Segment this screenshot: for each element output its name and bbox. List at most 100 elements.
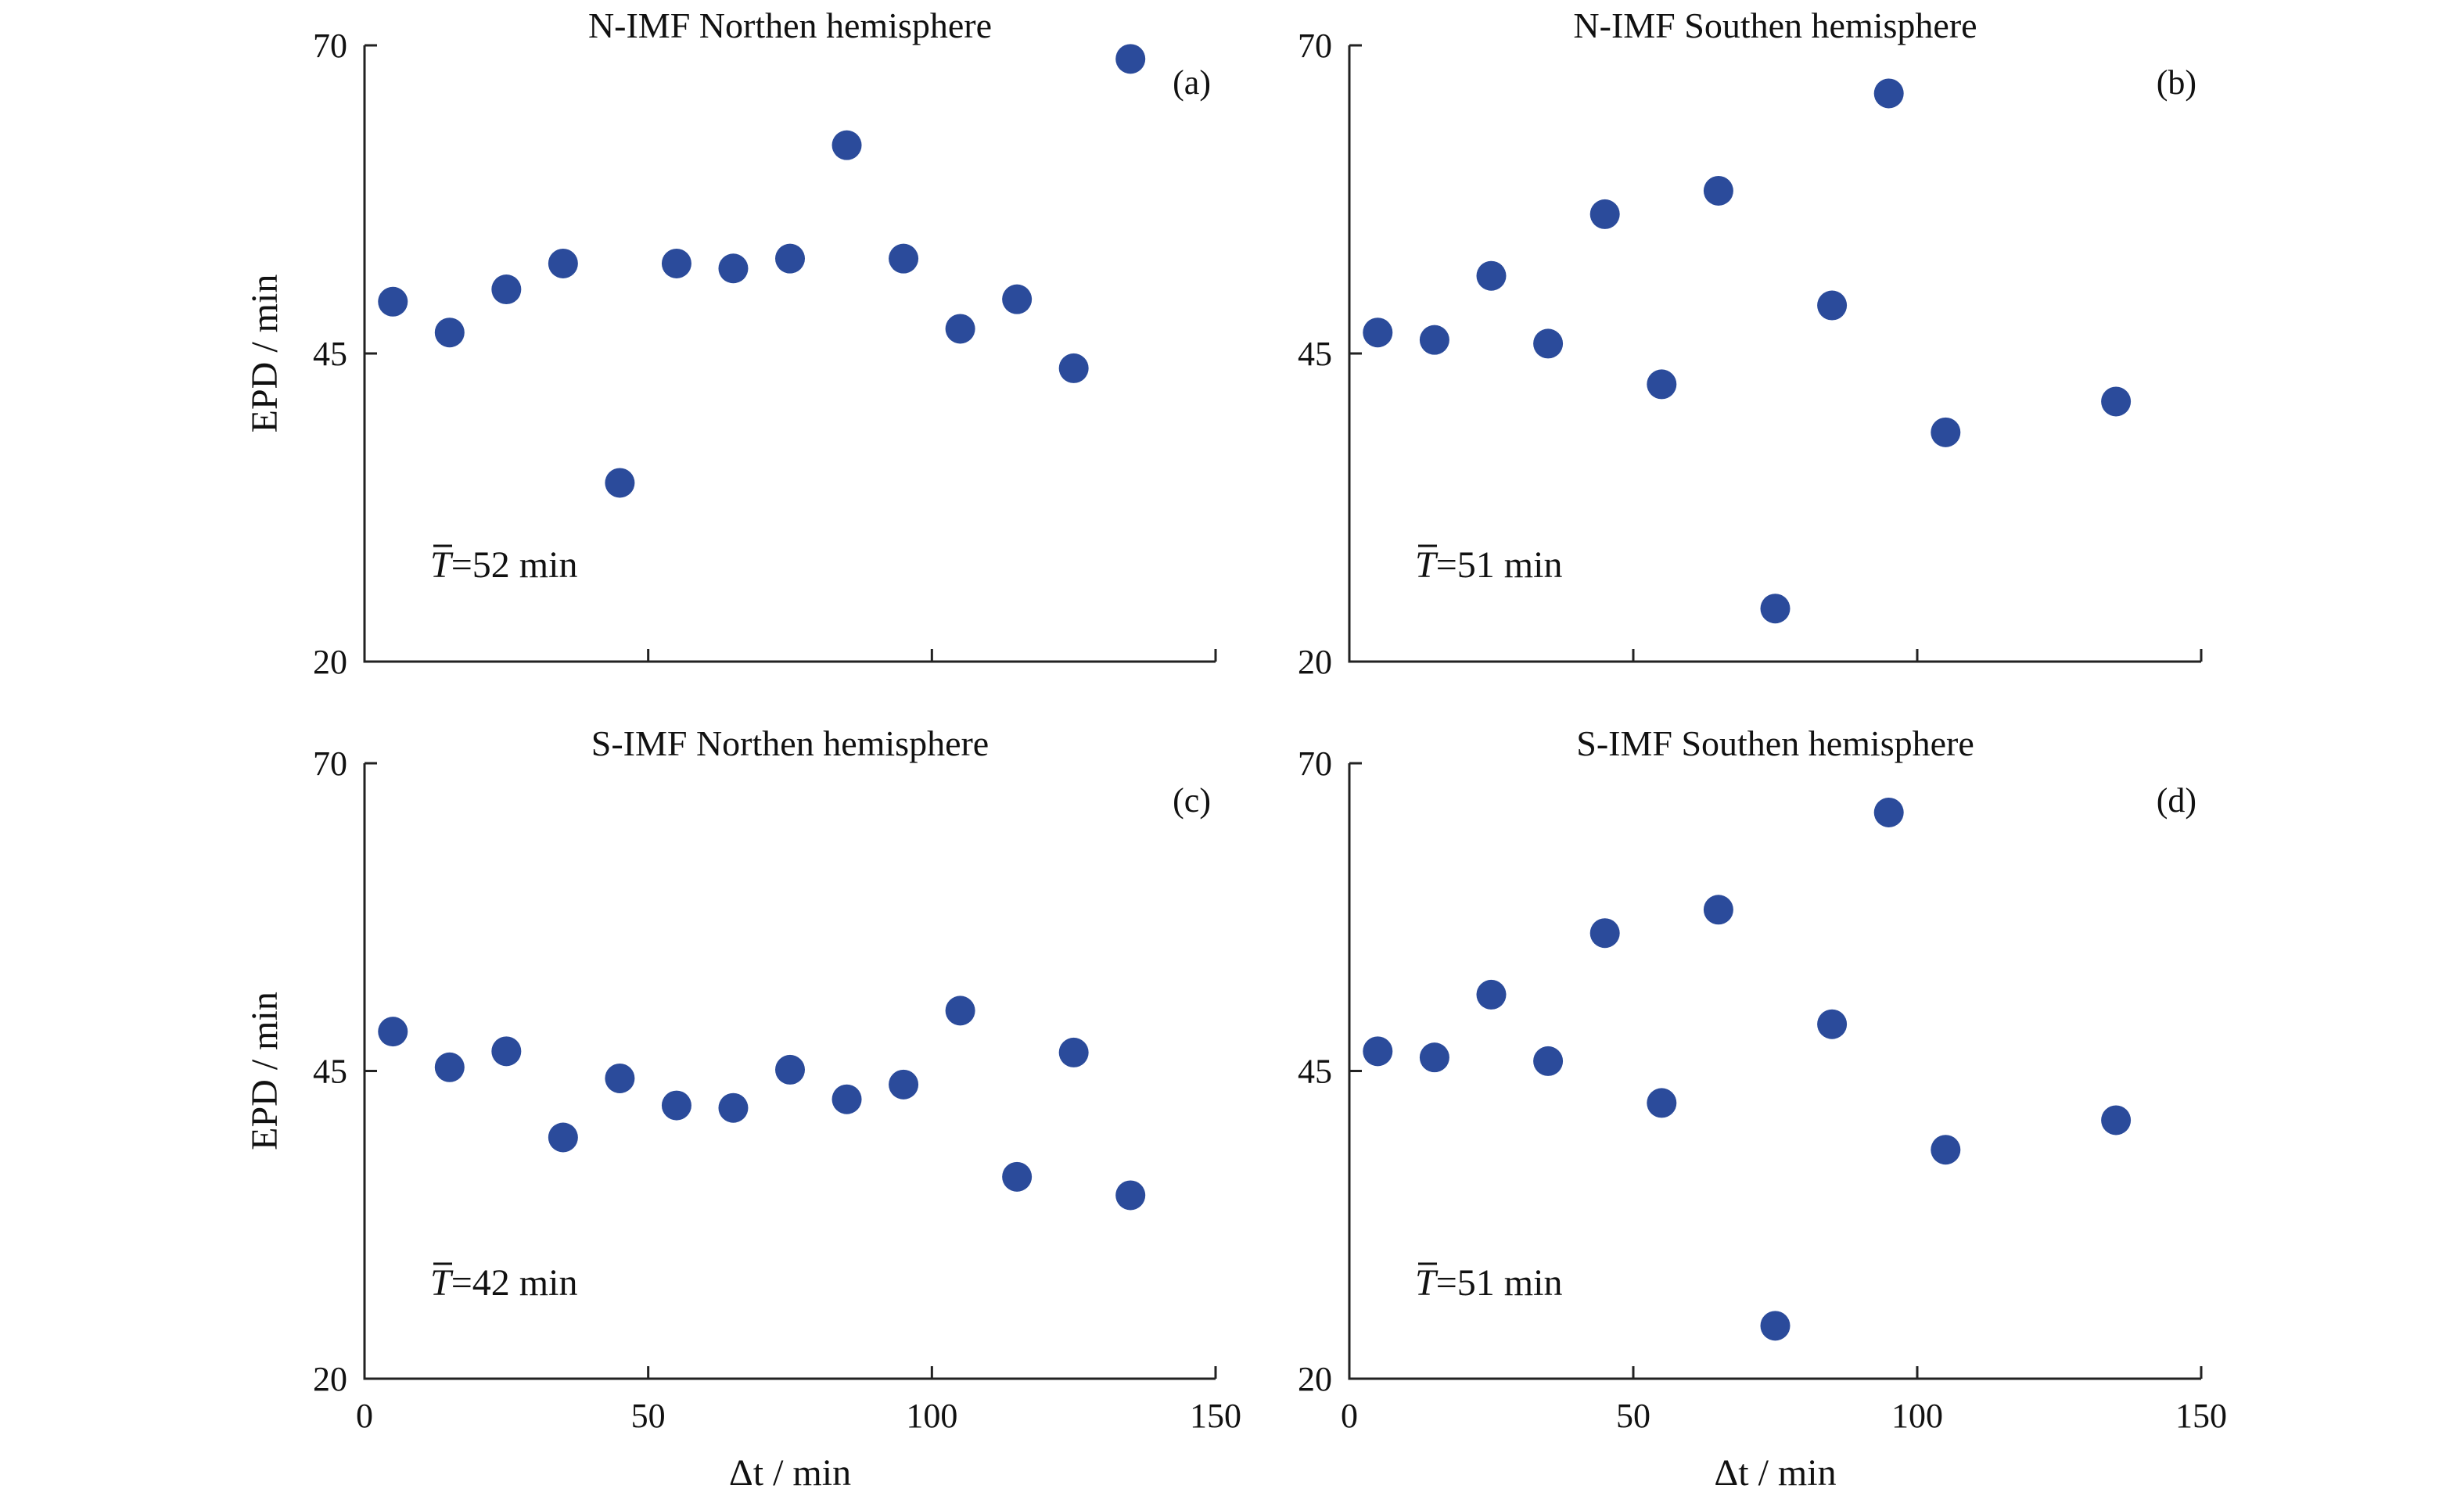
x-tick-label: 0 [1341, 1397, 1358, 1435]
x-tick-label: 50 [631, 1397, 666, 1435]
mean-symbol: T [1415, 544, 1439, 586]
data-point [491, 1036, 522, 1067]
panel-tag: (d) [2157, 781, 2196, 820]
data-point [718, 253, 749, 284]
data-point [1589, 918, 1620, 949]
y-tick-label: 20 [313, 643, 347, 681]
y-tick-label: 45 [1298, 1053, 1332, 1091]
data-point [775, 1054, 805, 1085]
mean-symbol: T [1415, 1262, 1439, 1304]
data-point [1873, 797, 1904, 827]
data-point [1931, 1135, 1961, 1165]
y-tick-label: 45 [313, 1053, 347, 1091]
data-point [1058, 1037, 1089, 1067]
x-tick-label: 50 [1616, 1397, 1650, 1435]
scatter-panel: 20 45 70 N-IMF Northen hemisphere (a) EPD / m… [244, 5, 1217, 681]
data-point [1419, 1042, 1449, 1073]
mean-period-annotation: T=42 min [430, 1262, 577, 1304]
data-point [945, 314, 975, 344]
data-point [1589, 199, 1620, 229]
mean-symbol: T [430, 544, 454, 586]
data-point [1002, 284, 1033, 314]
mean-value: =52 min [451, 544, 578, 586]
data-point [548, 1122, 578, 1153]
mean-value: =51 min [1436, 544, 1563, 586]
data-point [378, 286, 408, 317]
y-tick-label: 70 [1298, 27, 1332, 65]
mean-value: =51 min [1436, 1262, 1563, 1304]
y-tick-label: 45 [313, 335, 347, 373]
data-point [1931, 417, 1961, 447]
data-point [491, 274, 522, 305]
y-tick-label: 70 [313, 744, 347, 783]
data-point [2101, 386, 2132, 417]
mean-period-annotation: T=52 min [430, 544, 577, 586]
data-point [718, 1092, 749, 1123]
x-axis-label: Δt / min [729, 1452, 851, 1494]
data-point [548, 248, 578, 278]
panel-tag: (c) [1173, 781, 1211, 820]
data-point [1363, 317, 1393, 348]
data-point [1115, 44, 1146, 74]
mean-period-annotation: T=51 min [1415, 544, 1562, 586]
data-point [1363, 1036, 1393, 1067]
data-point [605, 468, 635, 498]
data-point [1533, 1046, 1564, 1076]
data-point [661, 1090, 691, 1121]
y-tick-label: 70 [1298, 744, 1332, 783]
x-tick-label: 100 [906, 1397, 957, 1435]
data-point [1760, 1311, 1791, 1341]
y-axis-label: EPD / min [244, 274, 286, 433]
data-point [1703, 175, 1733, 206]
x-tick-label: 100 [1891, 1397, 1943, 1435]
mean-period-annotation: T=51 min [1415, 1262, 1562, 1304]
data-point [1873, 78, 1904, 109]
data-point [1002, 1161, 1033, 1192]
data-point [832, 130, 862, 160]
data-point [1647, 1088, 1677, 1118]
panel-tag: (b) [2157, 63, 2196, 102]
x-tick-label: 150 [1190, 1397, 1241, 1435]
y-tick-label: 20 [1298, 1360, 1332, 1398]
data-point [1817, 1009, 1848, 1039]
data-point [1058, 353, 1089, 383]
panel-title: N-IMF Northen hemisphere [588, 5, 992, 45]
data-point [1533, 328, 1564, 359]
mean-symbol: T [430, 1262, 454, 1304]
data-point [378, 1017, 408, 1047]
y-axis-label: EPD / min [244, 992, 286, 1150]
data-point [1476, 260, 1507, 291]
scatter-panel: 20 45 70 N-IMF Southen hemisphere (b) T=51 mi… [1298, 5, 2203, 681]
data-point [605, 1063, 635, 1093]
y-tick-label: 20 [313, 1360, 347, 1398]
data-point [832, 1084, 862, 1114]
data-point [1760, 594, 1791, 624]
data-point [775, 243, 805, 274]
data-point [2101, 1105, 2132, 1135]
panel-title: N-IMF Southen hemisphere [1573, 5, 1977, 45]
data-point [1476, 979, 1507, 1010]
mean-value: =42 min [451, 1262, 578, 1304]
data-point [889, 1069, 919, 1100]
panel-title: S-IMF Southen hemisphere [1576, 723, 1974, 763]
y-tick-label: 45 [1298, 335, 1332, 373]
data-point [1703, 895, 1733, 925]
data-point [434, 1052, 465, 1082]
data-point [1115, 1180, 1146, 1211]
data-point [434, 317, 465, 348]
panel-title: S-IMF Northen hemisphere [591, 723, 989, 763]
data-point [661, 248, 691, 278]
y-tick-label: 20 [1298, 643, 1332, 681]
data-point [1419, 325, 1449, 355]
data-point [1647, 369, 1677, 400]
scatter-panel: 20 45 70 0 50 100 150 S-IMF Southen hemisphere (… [1298, 723, 2227, 1494]
data-point [945, 996, 975, 1026]
x-axis-label: Δt / min [1714, 1452, 1836, 1494]
data-point [1817, 290, 1848, 321]
x-tick-label: 150 [2175, 1397, 2227, 1435]
x-tick-label: 0 [356, 1397, 373, 1435]
y-tick-label: 70 [313, 27, 347, 65]
scatter-panel: 20 45 70 0 50 100 150 S-IMF Northen hemisphere (… [244, 723, 1241, 1494]
panel-tag: (a) [1173, 63, 1211, 102]
